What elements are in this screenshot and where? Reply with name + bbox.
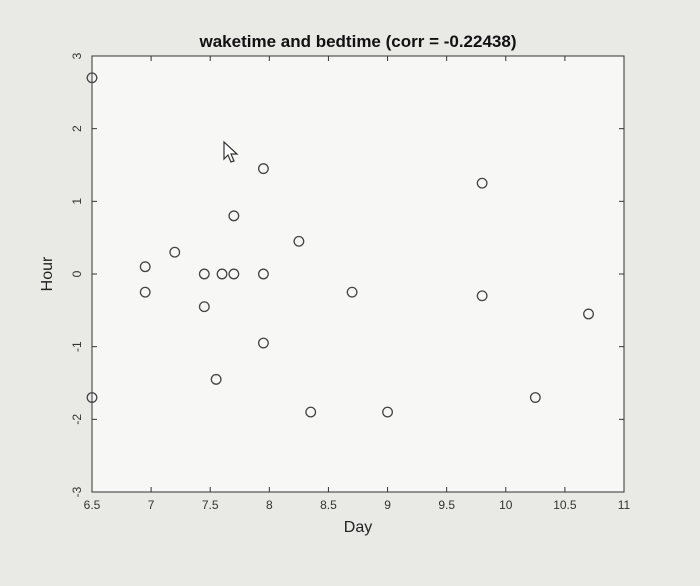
x-tick-label: 8	[266, 498, 273, 512]
y-tick-label: 0	[70, 270, 84, 277]
x-tick-label: 9.5	[438, 498, 455, 512]
y-tick-label: 2	[70, 125, 84, 132]
data-point	[228, 210, 240, 222]
y-tick-label: -3	[70, 486, 84, 497]
y-tick-label: -1	[70, 341, 84, 352]
data-point	[86, 392, 98, 403]
chart-title: waketime and bedtime (corr = -0.22438)	[199, 32, 517, 51]
data-point	[216, 268, 228, 280]
data-point	[346, 286, 358, 298]
x-tick-label: 8.5	[320, 498, 337, 512]
y-tick-label: 3	[70, 52, 84, 59]
x-tick-label: 7	[148, 498, 155, 512]
data-point	[257, 268, 269, 280]
data-point	[139, 286, 151, 298]
x-tick-label: 7.5	[202, 498, 219, 512]
y-axis-label: Hour	[39, 256, 56, 291]
data-point	[210, 373, 222, 385]
data-point	[529, 392, 541, 403]
data-point	[382, 406, 394, 418]
data-point	[198, 268, 210, 280]
x-tick-label: 10.5	[553, 498, 577, 512]
x-tick-label: 6.5	[84, 498, 101, 512]
data-point	[86, 72, 98, 84]
axes-box	[91, 55, 625, 493]
x-tick-label: 11	[618, 498, 631, 512]
axis-ticks: 6.5 7 7.5 8 8.5 9 9.5 10 10.5 11 -3 -2 -1 0 1 2 3	[70, 52, 630, 512]
data-point	[139, 261, 151, 273]
x-tick-label: 10	[499, 498, 513, 512]
data-point	[305, 406, 317, 418]
data-point	[293, 235, 305, 247]
data-point	[198, 301, 210, 313]
data-point	[583, 308, 594, 320]
data-point	[476, 177, 488, 189]
y-tick-label: 1	[70, 198, 84, 205]
data-point	[257, 163, 269, 175]
data-point	[257, 337, 269, 349]
data-point	[476, 290, 488, 302]
y-tick-label: -2	[70, 414, 84, 425]
data-markers	[86, 72, 594, 418]
data-point	[228, 268, 240, 280]
x-tick-label: 9	[384, 498, 391, 512]
data-point	[169, 246, 181, 258]
pointer-arrow-icon	[223, 140, 239, 163]
x-axis-label: Day	[344, 519, 372, 536]
